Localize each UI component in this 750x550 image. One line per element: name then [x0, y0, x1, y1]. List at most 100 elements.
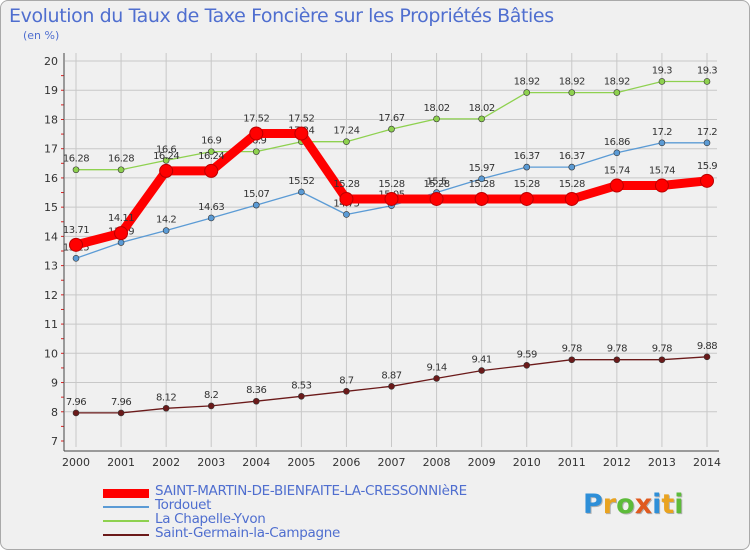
data-point [609, 178, 624, 193]
data-label: 7.96 [111, 397, 131, 408]
data-point [658, 78, 666, 85]
data-point [523, 89, 531, 96]
chart-title: Evolution du Taux de Taxe Foncière sur l… [9, 5, 554, 27]
data-label: 17.2 [652, 127, 672, 138]
data-point [658, 139, 666, 147]
data-label: 9.41 [472, 355, 492, 366]
data-label: 7.96 [66, 397, 86, 408]
x-tick-label: 2010 [513, 456, 541, 469]
data-point [207, 402, 215, 410]
y-tick-label: 17 [44, 143, 58, 156]
data-label: 9.59 [517, 349, 537, 360]
data-point [207, 214, 215, 222]
y-tick-label: 18 [44, 113, 58, 126]
y-tick-label: 7 [51, 435, 58, 448]
data-label: 15.52 [288, 176, 314, 187]
data-label: 19.3 [652, 65, 672, 76]
data-point [523, 361, 531, 369]
legend-label: SAINT-MARTIN-DE-BIENFAITE-LA-CRESSONNIèR… [155, 483, 467, 499]
data-point [114, 226, 129, 241]
data-point [162, 404, 170, 412]
data-label: 15.28 [333, 179, 359, 190]
legend-swatch [103, 489, 149, 498]
data-point [162, 157, 170, 164]
data-label: 15.9 [697, 161, 717, 172]
data-label: 15.28 [514, 179, 540, 190]
data-point [204, 163, 219, 178]
data-label: 18.02 [469, 103, 495, 114]
data-point [703, 353, 711, 361]
y-tick-label: 10 [44, 347, 58, 360]
series-2: 16.2816.2816.616.916.917.2417.2417.6718.… [63, 65, 718, 174]
data-label: 8.36 [246, 385, 266, 396]
data-label: 16.86 [604, 137, 630, 148]
data-label: 15.74 [604, 166, 630, 177]
y-tick-label: 15 [44, 201, 58, 214]
data-point [252, 148, 260, 155]
logo-letter: i [652, 489, 662, 520]
data-label: 16.9 [201, 136, 221, 147]
data-point [613, 149, 621, 157]
x-tick-label: 2011 [558, 456, 586, 469]
data-point [703, 78, 711, 85]
data-point [343, 388, 350, 395]
data-point [117, 409, 125, 417]
data-label: 16.28 [63, 154, 89, 165]
x-tick-label: 2009 [468, 456, 496, 469]
data-label: 15.07 [243, 189, 269, 200]
data-label: 16.24 [153, 151, 179, 162]
logo-letter: r [602, 489, 617, 520]
data-point [703, 139, 711, 147]
x-tick-label: 2000 [62, 456, 90, 469]
data-point [568, 356, 576, 364]
y-tick-label: 16 [44, 172, 58, 185]
data-label: 18.02 [424, 103, 450, 114]
data-label: 8.7 [339, 375, 354, 386]
x-tick-label: 2005 [287, 456, 315, 469]
data-point [207, 148, 215, 155]
data-point [433, 375, 440, 382]
legend-label: La Chapelle-Yvon [155, 511, 266, 527]
data-label: 16.37 [559, 151, 585, 162]
legend-label: Saint-Germain-la-Campagne [155, 525, 341, 541]
data-point [252, 201, 260, 209]
data-label: 8.87 [381, 370, 401, 381]
data-point [72, 409, 80, 417]
data-label: 14.11 [108, 213, 134, 224]
x-tick-label: 2006 [332, 456, 360, 469]
data-label: 8.12 [156, 392, 176, 403]
data-label: 16.28 [108, 154, 134, 165]
data-point [343, 211, 350, 218]
data-label: 15.74 [649, 166, 675, 177]
logo-letter: t [661, 489, 675, 520]
logo-letter: o [616, 489, 635, 520]
data-label: 16.9 [246, 136, 266, 147]
data-point [72, 166, 80, 174]
legend-swatch [103, 534, 149, 536]
data-point [249, 126, 264, 141]
data-label: 16.37 [514, 151, 540, 162]
data-point [429, 191, 444, 206]
data-point [388, 125, 395, 133]
logo-letter: x [634, 489, 653, 520]
series-3: 7.96 7.96 8.12 8.2 8.36 8.53 8.7 8.87 9.14 9.41 9.… [66, 341, 718, 417]
data-label: 18.92 [604, 77, 630, 88]
y-tick-label: 19 [44, 84, 58, 97]
data-point [252, 397, 260, 405]
y-tick-label: 20 [44, 55, 58, 68]
data-point [433, 115, 440, 123]
logo-letter: P [583, 489, 603, 520]
data-label: 15.5 [426, 177, 446, 188]
data-point [568, 89, 576, 96]
y-tick-label: 11 [44, 318, 58, 331]
x-tick-label: 2004 [242, 456, 270, 469]
x-tick-label: 2012 [603, 456, 631, 469]
x-tick-label: 2013 [648, 456, 676, 469]
data-label: 9.88 [697, 341, 717, 352]
data-label: 17.52 [243, 113, 269, 124]
data-label: 18.92 [559, 77, 585, 88]
data-point [384, 191, 399, 206]
data-point [564, 191, 579, 206]
